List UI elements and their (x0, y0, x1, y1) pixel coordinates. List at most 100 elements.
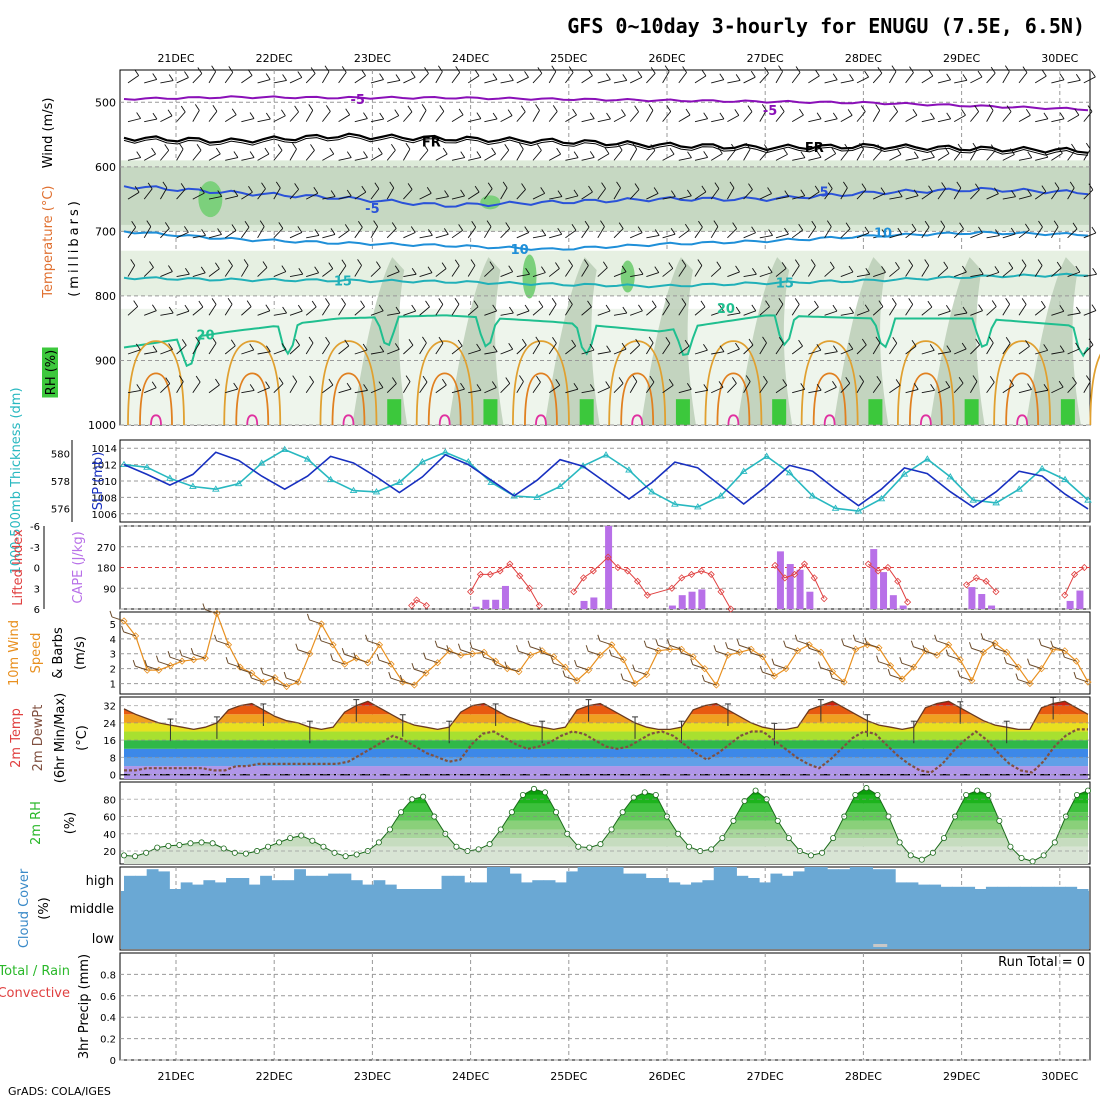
lifted-index-point (810, 574, 818, 582)
wind-barb-flag (703, 112, 709, 119)
wind-barb-flag (492, 345, 498, 352)
wind-barb-flag (681, 259, 687, 266)
wind-barb-flag (379, 345, 385, 352)
wind-barb-10m (344, 653, 357, 659)
wind-barb-10m-flag (411, 662, 415, 670)
ylabel-wind-line: Speed (29, 633, 44, 674)
wind-barb-flag (930, 112, 935, 120)
wind-barb-flag (827, 182, 833, 189)
wind-barb-flag (816, 112, 822, 120)
rh-tick-label: 80 (103, 795, 116, 806)
cloud-high-bar (1076, 889, 1089, 891)
wind-barb-flag (346, 189, 352, 197)
warm-contour (908, 372, 943, 426)
wind-barb-flag (455, 66, 461, 73)
wind-barb-flag (460, 189, 465, 197)
wind-barb-flag (751, 226, 756, 233)
wind-barb (370, 118, 384, 123)
wind-barb (127, 265, 136, 277)
wind-barb-flag (178, 375, 184, 382)
wind-barb (467, 265, 476, 277)
wind-barb (630, 76, 643, 84)
wind-barb (678, 229, 690, 239)
wind-barb-flag (989, 375, 995, 383)
warm-contour (319, 340, 378, 426)
x-tick-label-bottom: 23DEC (354, 1070, 391, 1083)
wind-barb-flag (264, 147, 270, 155)
wind-barb-10m-flag (1003, 657, 1007, 664)
warm-contour (800, 340, 859, 426)
wind-barb-flag (282, 74, 287, 81)
wind-barb-flag (751, 304, 757, 312)
rh-shading (121, 250, 1089, 296)
wind-barb (694, 349, 708, 355)
cloud-high-bar (214, 882, 227, 891)
wind-barb (387, 271, 400, 277)
wind-barb (775, 153, 788, 161)
wind-barb (241, 118, 255, 123)
lifted-index-point (506, 560, 514, 568)
wind-barb-flag (956, 181, 962, 189)
wind-barb (289, 148, 297, 161)
wind-barb (597, 118, 611, 123)
wind-barb (1083, 148, 1091, 161)
rh2m-point (320, 843, 327, 850)
cloud-tick-label: high (86, 874, 114, 889)
wind-barb-flag (572, 108, 577, 116)
wind-barb-flag (798, 339, 803, 347)
wind-barb-flag (1040, 300, 1046, 308)
wind-barb-flag (277, 144, 283, 151)
wind-barb (435, 268, 447, 277)
x-tick-label-bottom: 28DEC (845, 1070, 882, 1083)
wind-barb (710, 267, 722, 277)
wind-barb-flag (701, 69, 707, 77)
wind-barb (678, 345, 690, 355)
wind-barb-flag (508, 265, 514, 273)
wind-barb-flag (940, 220, 946, 227)
lifted-index-point (614, 563, 622, 572)
wind-barb-flag (735, 74, 741, 81)
wind-barb-flag (424, 67, 429, 74)
wind-barb (808, 75, 820, 84)
wind-barb (970, 111, 979, 122)
wind-barb (872, 342, 881, 355)
wind-barb (338, 195, 352, 200)
cloud-high-bar (271, 880, 284, 891)
wind-barb-flag (945, 304, 951, 312)
cape-bar (688, 591, 696, 609)
wind-barb-flag (876, 375, 882, 383)
wind-barb (305, 381, 314, 393)
wind-barb-flag (297, 71, 303, 78)
wind-barb-flag (168, 74, 174, 81)
wind-barb (824, 351, 838, 355)
cloud-high-bar (1042, 886, 1055, 891)
wind-barb-10m (936, 640, 949, 646)
cape-tick-label: 180 (97, 564, 116, 575)
wind-barb-flag (408, 338, 414, 346)
wind-barb-flag (1088, 183, 1094, 191)
temp-band (124, 766, 1088, 775)
wind-barb (905, 388, 919, 394)
wind-barb (500, 115, 513, 123)
wind-barb-flag (621, 109, 626, 116)
wind-barb-10m-flag (504, 661, 508, 668)
ylabel-thickness: 1000-500mb Thickness (dm) (9, 387, 24, 574)
wind-barb-flag (761, 104, 767, 111)
wind-barb-flag (685, 108, 691, 116)
wind-barb (305, 150, 315, 161)
wind-barb (127, 389, 141, 394)
wind-barb (257, 153, 270, 161)
wind-barb (954, 348, 967, 355)
wind-barb-10m-flag (759, 665, 763, 673)
rh2m-point (575, 843, 582, 850)
wind-barb-10m-flag (1050, 640, 1054, 647)
wind-barb-flag (168, 343, 173, 350)
wind-barb-flag (974, 105, 980, 112)
wind-barb (954, 271, 967, 277)
wind-barb (241, 75, 253, 84)
wind-barb (840, 149, 850, 161)
wind-barb-flag (962, 306, 968, 314)
wind-barb-flag (211, 336, 217, 344)
wind-barb-flag (735, 306, 741, 314)
ylabel-temp-line: (6hr Min/Max) (53, 693, 68, 783)
